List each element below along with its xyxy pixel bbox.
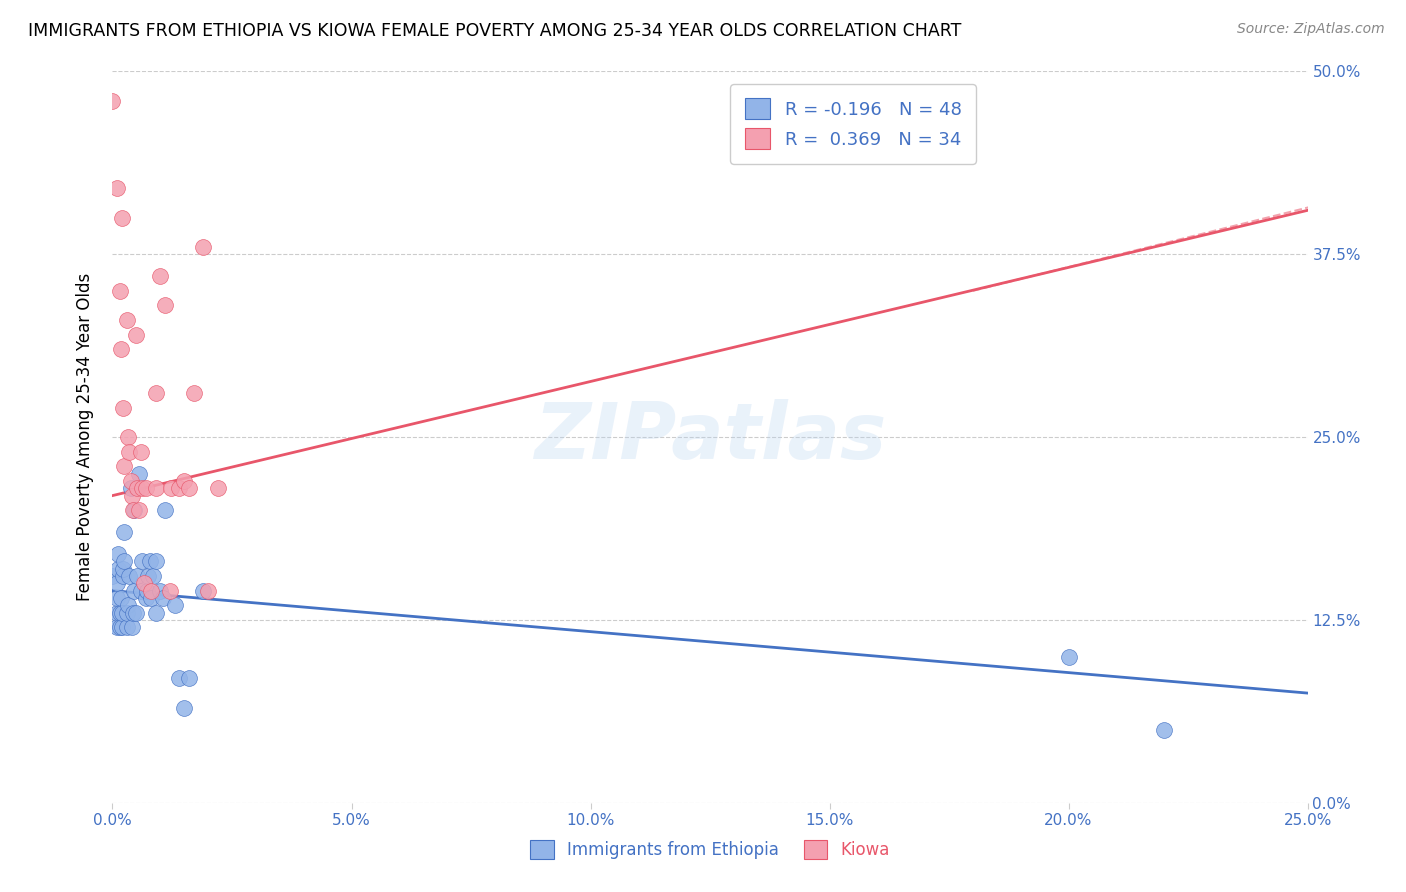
Point [145, 386, 167, 401]
Point [149, 583, 172, 598]
Point [122, 583, 145, 598]
Point [131, 481, 153, 495]
Point [142, 569, 165, 583]
Point [153, 298, 176, 312]
Point [115, 606, 138, 620]
Point [153, 503, 176, 517]
Point [139, 591, 162, 605]
Point [105, 591, 128, 605]
Point [149, 269, 172, 284]
Point [101, 569, 124, 583]
Point [108, 284, 131, 298]
Point [131, 554, 153, 568]
Point [128, 503, 150, 517]
Point [159, 481, 181, 495]
Point [121, 489, 143, 503]
Point [121, 620, 143, 634]
Point [111, 569, 134, 583]
Point [177, 481, 200, 495]
Point [159, 583, 181, 598]
Point [121, 606, 143, 620]
Y-axis label: Female Poverty Among 25-34 Year Olds: Female Poverty Among 25-34 Year Olds [76, 273, 94, 601]
Point [107, 547, 129, 561]
Point [117, 599, 139, 613]
Point [105, 576, 128, 591]
Point [139, 554, 162, 568]
Legend: Immigrants from Ethiopia, Kiowa: Immigrants from Ethiopia, Kiowa [522, 831, 898, 868]
Point [105, 181, 128, 195]
Point [132, 576, 155, 591]
Point [193, 240, 215, 254]
Point [111, 620, 134, 634]
Point [138, 569, 160, 583]
Point [173, 474, 195, 488]
Point [120, 474, 142, 488]
Point [193, 583, 215, 598]
Point [114, 459, 135, 474]
Point [105, 620, 128, 634]
Point [111, 562, 134, 576]
Point [121, 503, 143, 517]
Point [107, 562, 129, 576]
Text: ZIPatlas: ZIPatlas [534, 399, 886, 475]
Point [125, 327, 148, 342]
Point [114, 525, 135, 540]
Point [128, 467, 150, 481]
Point [129, 444, 152, 458]
Point [110, 343, 132, 357]
Point [111, 211, 134, 225]
Point [129, 583, 152, 598]
Point [108, 606, 131, 620]
Point [1153, 723, 1175, 737]
Text: IMMIGRANTS FROM ETHIOPIA VS KIOWA FEMALE POVERTY AMONG 25-34 YEAR OLDS CORRELATI: IMMIGRANTS FROM ETHIOPIA VS KIOWA FEMALE… [28, 22, 962, 40]
Point [127, 481, 149, 495]
Point [135, 583, 157, 598]
Point [117, 430, 139, 444]
Point [145, 606, 167, 620]
Point [169, 481, 191, 495]
Point [139, 583, 162, 598]
Point [115, 620, 138, 634]
Point [111, 606, 134, 620]
Point [135, 591, 157, 605]
Point [118, 444, 141, 458]
Point [173, 700, 195, 714]
Point [145, 554, 167, 568]
Point [135, 481, 157, 495]
Point [169, 672, 191, 686]
Point [110, 591, 132, 605]
Text: Source: ZipAtlas.com: Source: ZipAtlas.com [1237, 22, 1385, 37]
Point [145, 481, 167, 495]
Point [125, 606, 148, 620]
Point [127, 569, 149, 583]
Point [197, 583, 219, 598]
Point [115, 313, 138, 327]
Point [111, 401, 134, 415]
Point [114, 554, 135, 568]
Point [101, 94, 124, 108]
Point [122, 503, 145, 517]
Point [118, 569, 141, 583]
Point [152, 591, 174, 605]
Point [120, 481, 142, 495]
Point [105, 606, 128, 620]
Point [108, 620, 131, 634]
Point [163, 599, 186, 613]
Point [177, 672, 200, 686]
Point [183, 386, 205, 401]
Point [207, 481, 229, 495]
Point [1057, 649, 1080, 664]
